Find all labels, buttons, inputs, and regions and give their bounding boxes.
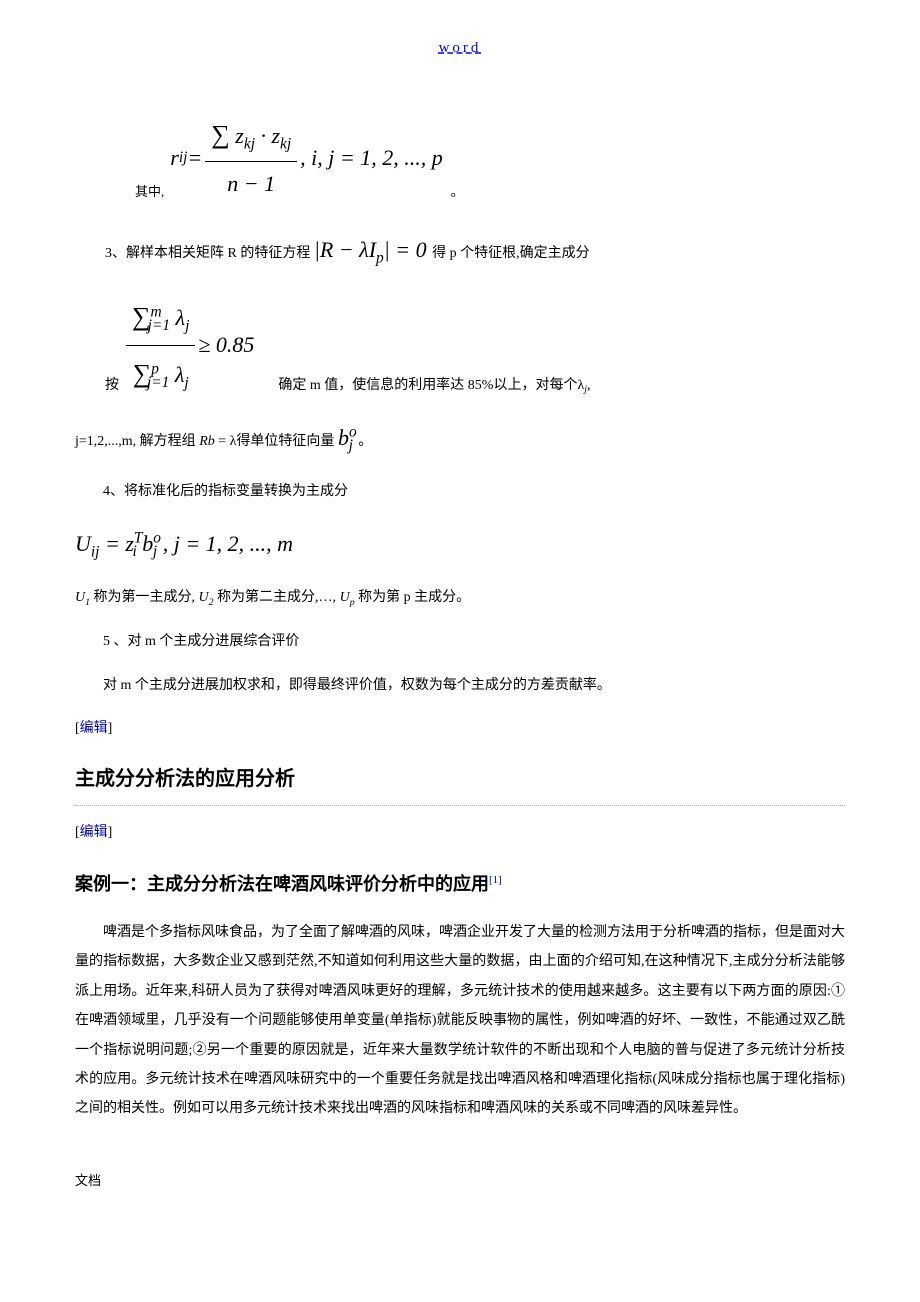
dot: · (260, 123, 271, 148)
formula2-prefix: 按 (105, 372, 119, 400)
lambda-num-sub: j (185, 317, 189, 334)
formula1-prefix: 其中, (135, 180, 164, 203)
u-desc-t1: 称为第一主成分, (94, 590, 196, 605)
step4-para: 4、将标准化后的指标变量转换为主成分 (75, 478, 845, 506)
step3-prefix: 3、解样本相关矩阵 R 的特征方程 (105, 246, 310, 261)
formula2-mid-comma: , (587, 372, 591, 400)
case-ref[interactable]: [1] (489, 874, 502, 886)
formula-rij: 其中, rij = ∑ zkj · zkj n − 1 , i, j = 1, … (135, 112, 845, 203)
case-body: 啤酒是个多指标风味食品，为了全面了解啤酒的风味，啤酒企业开发了大量的检测方法用于… (75, 918, 845, 1124)
eq-zero: | = 0 (384, 237, 427, 262)
z1: z (235, 123, 244, 148)
header-link-container: word (75, 35, 845, 62)
word-link[interactable]: word (439, 40, 482, 56)
formula2-line2-end: 。 (358, 434, 372, 449)
lambda-den-sub: j (184, 374, 188, 391)
edit-text-2: 编辑 (80, 825, 108, 840)
edit-text-1: 编辑 (80, 721, 108, 736)
step3-para: 3、解样本相关矩阵 R 的特征方程 |R − λIp| = 0 得 p 个特征根… (105, 228, 845, 274)
up-sub: p (350, 597, 355, 608)
step3-suffix: 得 p 个特征根,确定主成分 (432, 246, 590, 261)
sum-num-sub: j=1 (148, 317, 170, 334)
z1-sub: kj (244, 135, 255, 152)
u1-sub: 1 (85, 597, 90, 608)
b-var: b (142, 531, 153, 556)
fraction-1: ∑ zkj · zkj n − 1 (205, 112, 297, 203)
rb-var: Rb (199, 434, 215, 449)
eq-r-lambda: |R − λI (314, 237, 376, 262)
u-desc-t3: 称为第 p 主成分。 (358, 590, 470, 605)
edit-link-1[interactable]: [编辑] (75, 716, 845, 741)
geq-085: ≥ 0.85 (198, 323, 254, 367)
up: U (340, 590, 350, 605)
step5-title: 5 、对 m 个主成分进展综合评价 (75, 628, 845, 656)
edit-link-2[interactable]: [编辑] (75, 820, 845, 845)
formula1-suffix: , i, j = 1, 2, ..., p (300, 138, 443, 178)
formula2-line2: j=1,2,...,m, 解方程组 Rb = λ得单位特征向量 boj 。 (75, 416, 845, 462)
sum-den-sub: j=1 (147, 374, 169, 391)
formula1-period: 。 (451, 180, 464, 203)
b-sub: j (153, 543, 157, 560)
z2-sub: kj (280, 135, 291, 152)
bracket-close-2: ] (108, 825, 113, 840)
case-title: 案例一：主成分分析法在啤酒风味评价分析中的应用[1] (75, 868, 845, 900)
eq-sign: = (187, 138, 202, 178)
u-desc-t2: 称为第二主成分,…, (217, 590, 336, 605)
formula2-mid: 确定 m 值，使信息的利用率达 85%以上，对每个λ (278, 372, 584, 400)
lambda-num: λ (176, 305, 186, 330)
formula2-line2-prefix: j=1,2,...,m, 解方程组 (75, 434, 199, 449)
bo-var: b (338, 425, 349, 450)
u-desc-para: U1 称为第一主成分, U2 称为第二主成分,…, Up 称为第 p 主成分。 (75, 584, 845, 612)
formula3-suffix: , j = 1, 2, ..., m (163, 531, 293, 556)
bo-sub: j (349, 437, 353, 454)
u1: U (75, 590, 85, 605)
rij-sub: ij (179, 144, 188, 172)
bracket-close: ] (108, 721, 113, 736)
z2: z (271, 123, 280, 148)
formula2-line2-mid: = λ得单位特征向量 (218, 434, 334, 449)
step5-text: 对 m 个主成分进展加权求和，即得最终评价值，权数为每个主成分的方差贡献率。 (75, 672, 845, 700)
fraction-2: ∑mj=1 λj ∑pj=1 λj (126, 291, 195, 400)
section-divider-1 (75, 805, 845, 806)
U-var: U (75, 531, 91, 556)
eq-p-sub: p (376, 250, 384, 267)
sum-symbol: ∑ (211, 120, 230, 149)
section-title: 主成分分析法的应用分析 (75, 761, 845, 797)
formula2-para: 按 ∑mj=1 λj ∑pj=1 λj ≥ 0.85 确定 m 值，使信息的利用… (105, 291, 845, 400)
eq-sign-3: = (105, 531, 125, 556)
U-sub: ij (91, 543, 100, 560)
denominator: n − 1 (205, 162, 297, 204)
z-sub: i (132, 543, 136, 560)
u2-sub: 2 (209, 597, 214, 608)
formula3: Uij = zTi boj , j = 1, 2, ..., m (75, 524, 845, 566)
case-title-text: 案例一：主成分分析法在啤酒风味评价分析中的应用 (75, 874, 489, 894)
footer-text: 文档 (75, 1169, 845, 1192)
rij-var: r (170, 138, 179, 178)
u2: U (199, 590, 209, 605)
lambda-den: λ (175, 362, 185, 387)
